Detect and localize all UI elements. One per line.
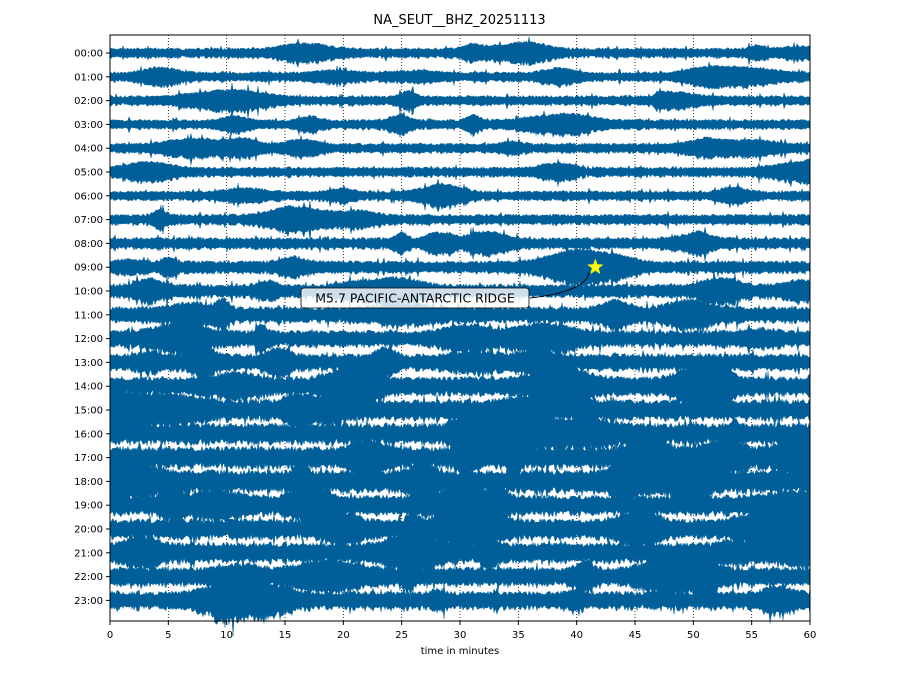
x-tick-label: 55 (745, 630, 758, 641)
annotation-box (300, 287, 530, 309)
seismic-trace (109, 110, 811, 138)
x-tick-label: 20 (337, 630, 350, 641)
y-tick-label: 03:00 (74, 120, 103, 131)
event-label: M5.7 PACIFIC-ANTARCTIC RIDGE (315, 291, 515, 306)
y-tick-label: 19:00 (74, 501, 103, 512)
annotation-connector (529, 272, 590, 299)
y-tick-label: 02:00 (74, 96, 103, 107)
y-tick-label: 01:00 (74, 72, 103, 83)
y-tick-label: 05:00 (74, 168, 103, 179)
event-star-marker (587, 258, 604, 275)
seismic-traces (109, 36, 811, 637)
x-tick-label: 40 (570, 630, 583, 641)
y-tick-label: 16:00 (74, 429, 103, 440)
y-tick-label: 23:00 (74, 596, 103, 607)
y-tick-label: 09:00 (74, 263, 103, 274)
y-tick-label: 06:00 (74, 191, 103, 202)
y-tick-label: 21:00 (74, 548, 103, 559)
x-tick-label: 45 (629, 630, 642, 641)
x-tick-label: 25 (395, 630, 408, 641)
y-axis-ticks: 00:00 01:00 02:00 03:00 04:00 05:00 06:00 07:00… (74, 49, 110, 607)
seismic-trace (109, 226, 811, 262)
x-tick-label: 10 (220, 630, 233, 641)
x-tick-label: 0 (107, 630, 113, 641)
y-tick-label: 11:00 (74, 310, 103, 321)
y-tick-label: 22:00 (74, 572, 103, 583)
x-tick-label: 30 (454, 630, 467, 641)
x-tick-label: 60 (804, 630, 817, 641)
y-tick-label: 07:00 (74, 215, 103, 226)
chart-title: NA_SEUT__BHZ_20251113 (373, 13, 545, 28)
x-axis-ticks: 0 5 10 15 20 25 30 35 40 45 50 55 60 (107, 621, 817, 641)
y-tick-label: 08:00 (74, 239, 103, 250)
x-tick-label: 50 (687, 630, 700, 641)
seismic-trace (109, 133, 811, 166)
y-tick-label: 04:00 (74, 144, 103, 155)
y-tick-label: 14:00 (74, 382, 103, 393)
x-tick-label: 5 (165, 630, 171, 641)
event-annotation: M5.7 PACIFIC-ANTARCTIC RIDGE (300, 258, 604, 309)
y-tick-label: 13:00 (74, 358, 103, 369)
x-axis-label: time in minutes (421, 646, 500, 657)
y-tick-label: 00:00 (74, 49, 103, 60)
y-tick-label: 15:00 (74, 406, 103, 417)
y-tick-label: 18:00 (74, 477, 103, 488)
y-tick-label: 17:00 (74, 453, 103, 464)
y-tick-label: 10:00 (74, 287, 103, 298)
x-tick-label: 35 (512, 630, 525, 641)
y-tick-label: 20:00 (74, 525, 103, 536)
x-tick-label: 15 (279, 630, 292, 641)
y-tick-label: 12:00 (74, 334, 103, 345)
